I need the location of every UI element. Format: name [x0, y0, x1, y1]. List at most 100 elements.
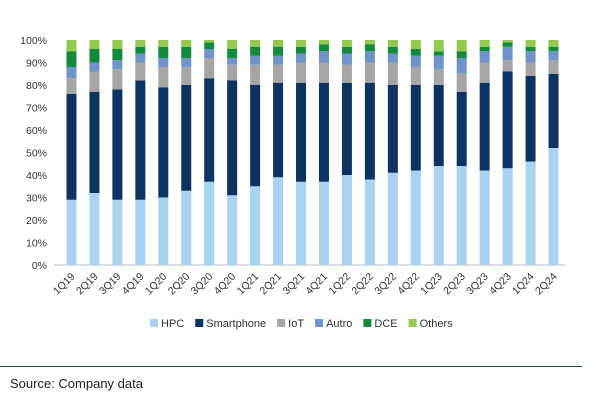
- bar-segment-hpc: [502, 168, 513, 265]
- bar-segment-autro: [250, 55, 261, 65]
- bar-segment-hpc: [112, 199, 123, 265]
- x-axis: 1Q192Q193Q194Q191Q202Q203Q204Q201Q212Q21…: [51, 271, 560, 298]
- x-tick-label: 4Q23: [487, 271, 514, 298]
- bar-segment-autro: [296, 53, 307, 63]
- legend-swatch-iot: [277, 319, 286, 327]
- bar-segment-autro: [387, 53, 398, 63]
- bar-segment-smartphone: [341, 82, 352, 175]
- y-tick-label: 60%: [26, 125, 47, 137]
- bar-segment-iot: [433, 69, 444, 85]
- bar-segment-others: [250, 40, 261, 47]
- bar-segment-hpc: [318, 181, 329, 265]
- legend-label: Autro: [326, 318, 352, 330]
- x-tick-label: 1Q23: [418, 271, 445, 298]
- y-tick-label: 40%: [26, 170, 47, 182]
- bar-segment-autro: [410, 55, 421, 67]
- bar-segment-others: [387, 40, 398, 47]
- bar-segment-iot: [250, 64, 261, 85]
- bar-segment-autro: [158, 58, 169, 67]
- bar-segment-dce: [227, 49, 238, 58]
- bar-segment-autro: [318, 51, 329, 63]
- bar-segment-others: [296, 40, 307, 47]
- bar-segment-others: [456, 40, 467, 52]
- bar-segment-autro: [135, 53, 146, 63]
- y-tick-label: 30%: [26, 193, 47, 205]
- bar-segment-dce: [502, 42, 513, 47]
- bar-segment-smartphone: [135, 80, 146, 200]
- bar-segment-others: [135, 40, 146, 47]
- bar-segment-iot: [112, 69, 123, 90]
- bar-segment-autro: [112, 60, 123, 70]
- bar-segment-iot: [387, 62, 398, 85]
- bar-segment-others: [158, 40, 169, 47]
- x-tick-label: 1Q20: [143, 271, 170, 298]
- bar-segment-others: [525, 40, 536, 47]
- bar-segment-dce: [479, 46, 490, 52]
- bar-segment-smartphone: [548, 73, 559, 148]
- y-tick-label: 20%: [26, 215, 47, 227]
- bar-segment-smartphone: [227, 80, 238, 196]
- bar-segment-autro: [204, 49, 215, 58]
- bar-segment-smartphone: [250, 85, 261, 187]
- bar-segment-smartphone: [181, 85, 192, 191]
- legend-label: Smartphone: [206, 318, 266, 330]
- bar-segment-others: [502, 40, 513, 43]
- bar-segment-hpc: [66, 199, 77, 265]
- bar-segment-hpc: [296, 181, 307, 265]
- bar-segment-hpc: [387, 172, 398, 265]
- x-tick-label: 2Q22: [349, 271, 376, 298]
- bar-segment-hpc: [204, 181, 215, 265]
- x-tick-label: 4Q19: [120, 271, 147, 298]
- x-tick-label: 2Q21: [258, 271, 285, 298]
- bar-segment-others: [410, 40, 421, 49]
- bar-segment-autro: [364, 51, 375, 63]
- bar-segment-hpc: [548, 148, 559, 265]
- bar-segment-iot: [181, 67, 192, 85]
- source-note: Source: Company data: [10, 376, 143, 391]
- bar-segment-hpc: [181, 190, 192, 265]
- bar-segment-smartphone: [158, 87, 169, 198]
- bar-segment-hpc: [456, 166, 467, 265]
- bar-segment-iot: [273, 64, 284, 83]
- y-tick-label: 70%: [26, 103, 47, 115]
- bar-segment-hpc: [273, 177, 284, 265]
- bar-segment-dce: [158, 46, 169, 58]
- bar-segment-others: [548, 40, 559, 47]
- legend-swatch-dce: [363, 319, 372, 327]
- bar-segment-dce: [135, 46, 146, 54]
- bar-segment-hpc: [227, 195, 238, 265]
- x-tick-label: 2Q23: [441, 271, 468, 298]
- legend: HPC Smartphone IoT Autro DCE Others: [150, 318, 453, 330]
- bar-segment-others: [227, 40, 238, 49]
- bar-segment-hpc: [525, 161, 536, 265]
- bar-segment-autro: [273, 55, 284, 65]
- bar-segment-dce: [456, 51, 467, 58]
- bar-segment-iot: [341, 64, 352, 83]
- bar-segment-smartphone: [66, 94, 77, 200]
- bar-segment-autro: [181, 58, 192, 67]
- bar-segment-autro: [525, 51, 536, 63]
- bar-segment-autro: [66, 67, 77, 79]
- x-tick-label: 1Q19: [51, 271, 78, 298]
- bar-segment-dce: [112, 49, 123, 61]
- x-tick-label: 2Q19: [74, 271, 101, 298]
- bar-segment-iot: [204, 58, 215, 79]
- bar-segment-smartphone: [387, 85, 398, 173]
- bar-segment-smartphone: [433, 85, 444, 166]
- bar-segment-hpc: [410, 170, 421, 265]
- legend-swatch-smartphone: [195, 319, 204, 327]
- y-tick-label: 50%: [26, 148, 47, 160]
- bar-segment-dce: [273, 46, 284, 56]
- bar-segment-hpc: [89, 193, 100, 265]
- bar-segment-iot: [89, 71, 100, 92]
- bar-segment-smartphone: [318, 82, 329, 182]
- bar-segment-autro: [479, 51, 490, 63]
- x-tick-label: 3Q22: [372, 271, 399, 298]
- x-tick-label: 2Q20: [166, 271, 193, 298]
- legend-label: IoT: [288, 318, 304, 330]
- x-tick-label: 4Q20: [212, 271, 239, 298]
- bar-segment-autro: [341, 53, 352, 65]
- legend-label: HPC: [161, 318, 184, 330]
- bar-segment-others: [204, 40, 215, 43]
